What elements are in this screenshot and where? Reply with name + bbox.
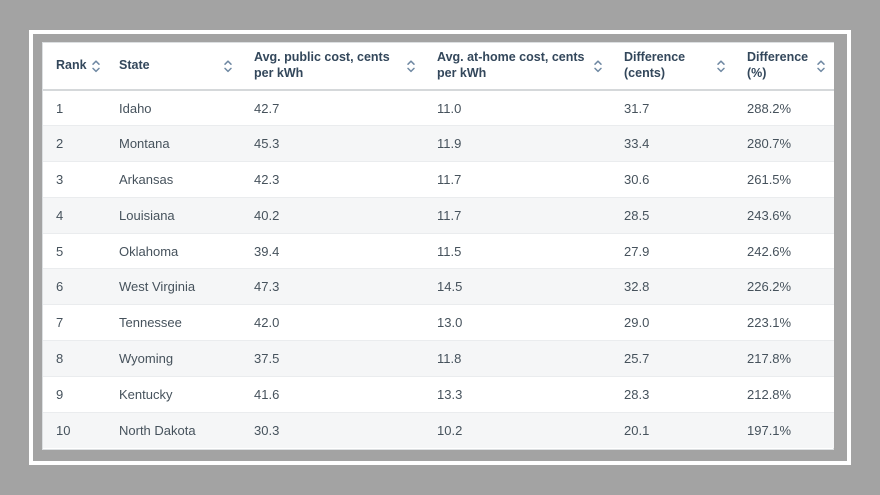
- cell-public-cost: 42.7: [254, 100, 280, 116]
- cell-rank: 4: [43, 196, 106, 234]
- cell-rank: 7: [43, 304, 106, 341]
- sort-icon[interactable]: [406, 58, 416, 75]
- column-header-home-cost[interactable]: Avg. at-home cost, cents per kWh: [424, 43, 611, 91]
- cost-comparison-table: Rank State Avg: [43, 43, 834, 448]
- cell-state: North Dakota: [106, 411, 241, 448]
- cell-diff-cents: 32.8: [611, 268, 734, 305]
- cell-state: Arkansas: [106, 161, 241, 198]
- table-card: Rank State Avg: [42, 42, 834, 450]
- sort-icon[interactable]: [593, 58, 603, 75]
- table-row: 2 Montana 45.3 11.9 33.4 280.7%: [43, 125, 834, 162]
- cell-diff-pct: 212.8%: [734, 375, 834, 413]
- table-row: 4 Louisiana 40.2 11.7 28.5 243.6%: [43, 196, 834, 234]
- cell-public-cost: 42.0: [241, 304, 424, 341]
- table-row: 8 Wyoming 37.5 11.8 25.7 217.8%: [43, 340, 834, 377]
- column-header-label: Difference (%): [747, 50, 809, 80]
- cell-home-cost: 11.7: [424, 161, 611, 198]
- sort-icon[interactable]: [716, 58, 726, 75]
- white-frame-border: [29, 30, 851, 465]
- cell-diff-cents: 25.7: [611, 340, 734, 377]
- cell-diff-pct: 280.7%: [734, 125, 834, 162]
- sort-icon[interactable]: [816, 58, 826, 75]
- cell-home-cost: 10.2: [424, 411, 611, 448]
- column-header-diff-cents[interactable]: Difference (cents): [611, 43, 734, 91]
- cell-diff-pct: 217.8%: [734, 340, 834, 377]
- column-header-rank[interactable]: Rank: [43, 43, 106, 91]
- cell-diff-cents: 28.5: [611, 196, 734, 234]
- cell-home-cost: 11.7: [424, 196, 611, 234]
- cell-public-cost: 47.3: [241, 268, 424, 305]
- cell-public-cost: 42.3: [241, 161, 424, 198]
- cell-home-cost: 14.5: [424, 268, 611, 305]
- cell-state: Oklahoma: [106, 232, 241, 269]
- cell-public-cost: 41.6: [241, 375, 424, 413]
- table-row: 5 Oklahoma 39.4 11.5 27.9 242.6%: [43, 232, 834, 269]
- cell-diff-cents: 30.6: [611, 161, 734, 198]
- cell-rank: 9: [43, 375, 106, 413]
- table-row: 6 West Virginia 47.3 14.5 32.8 226.2%: [43, 268, 834, 305]
- cell-state: Montana: [106, 125, 241, 162]
- cell-home-cost: 13.3: [424, 375, 611, 413]
- cell-public-cost: 39.4: [241, 232, 424, 269]
- cell-diff-pct: 223.1%: [734, 304, 834, 341]
- cell-public-cost: 37.5: [241, 340, 424, 377]
- cell-diff-cents: 33.4: [611, 125, 734, 162]
- cell-home-cost: 13.0: [424, 304, 611, 341]
- table-row: 9 Kentucky 41.6 13.3 28.3 212.8%: [43, 375, 834, 413]
- cell-state: Kentucky: [106, 375, 241, 413]
- cell-diff-pct: 261.5%: [734, 161, 834, 198]
- cell-rank: 1: [56, 100, 64, 116]
- column-header-label: State: [119, 58, 150, 73]
- sort-icon[interactable]: [91, 58, 101, 75]
- cell-public-cost: 30.3: [241, 411, 424, 448]
- cell-diff-cents: 28.3: [611, 375, 734, 413]
- cell-diff-pct: 243.6%: [734, 196, 834, 234]
- cell-home-cost: 11.8: [424, 340, 611, 377]
- cell-diff-pct: 226.2%: [734, 268, 834, 305]
- cell-public-cost: 40.2: [241, 196, 424, 234]
- table-row: 10 North Dakota 30.3 10.2 20.1 197.1%: [43, 411, 834, 448]
- column-header-label: Avg. public cost, cents per kWh: [254, 50, 390, 80]
- cell-diff-cents: 20.1: [611, 411, 734, 448]
- column-header-label: Rank: [56, 58, 87, 73]
- table-row: 1 Idaho 42.7 11.0 31.7 288.2%: [43, 90, 834, 126]
- cell-state: Tennessee: [106, 304, 241, 341]
- cell-diff-pct: 288.2%: [747, 100, 792, 116]
- cell-rank: 5: [43, 232, 106, 269]
- cell-diff-cents: 27.9: [611, 232, 734, 269]
- cell-diff-pct: 197.1%: [734, 411, 834, 448]
- cell-state: Wyoming: [106, 340, 241, 377]
- table-header: Rank State Avg: [43, 43, 834, 91]
- cell-diff-cents: 29.0: [611, 304, 734, 341]
- cell-rank: 3: [43, 161, 106, 198]
- cell-rank: 2: [43, 125, 106, 162]
- cell-state: Louisiana: [106, 196, 241, 234]
- cell-home-cost: 11.0: [437, 100, 462, 116]
- cell-rank: 8: [43, 340, 106, 377]
- sort-icon[interactable]: [223, 58, 233, 75]
- cell-state: Idaho: [119, 100, 152, 116]
- header-row: Rank State Avg: [43, 43, 834, 91]
- column-header-diff-pct[interactable]: Difference (%): [734, 43, 834, 91]
- table-row: 3 Arkansas 42.3 11.7 30.6 261.5%: [43, 161, 834, 198]
- column-header-label: Avg. at-home cost, cents per kWh: [437, 50, 585, 80]
- cell-state: West Virginia: [106, 268, 241, 305]
- cell-diff-cents: 31.7: [624, 100, 650, 116]
- table-row: 7 Tennessee 42.0 13.0 29.0 223.1%: [43, 304, 834, 341]
- cell-rank: 10: [43, 411, 106, 448]
- cell-rank: 6: [43, 268, 106, 305]
- column-header-state[interactable]: State: [106, 43, 241, 91]
- column-header-label: Difference (cents): [624, 50, 686, 80]
- cell-public-cost: 45.3: [241, 125, 424, 162]
- cell-home-cost: 11.5: [424, 232, 611, 269]
- column-header-public-cost[interactable]: Avg. public cost, cents per kWh: [241, 43, 424, 91]
- cell-diff-pct: 242.6%: [734, 232, 834, 269]
- cell-home-cost: 11.9: [424, 125, 611, 162]
- table-body: 1 Idaho 42.7 11.0 31.7 288.2% 2 Montana …: [43, 90, 834, 448]
